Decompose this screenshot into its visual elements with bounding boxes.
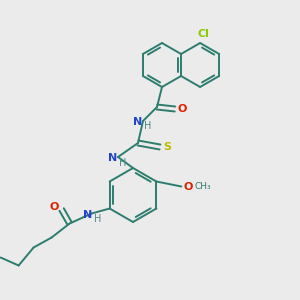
Text: O: O <box>184 182 193 191</box>
Text: N: N <box>134 117 142 127</box>
Text: N: N <box>83 209 92 220</box>
Text: H: H <box>94 214 101 224</box>
Text: S: S <box>163 142 171 152</box>
Text: H: H <box>119 158 127 168</box>
Text: O: O <box>177 104 187 114</box>
Text: H: H <box>144 121 152 131</box>
Text: Cl: Cl <box>197 29 209 39</box>
Text: CH₃: CH₃ <box>194 182 211 191</box>
Text: N: N <box>108 153 118 163</box>
Text: O: O <box>50 202 59 212</box>
